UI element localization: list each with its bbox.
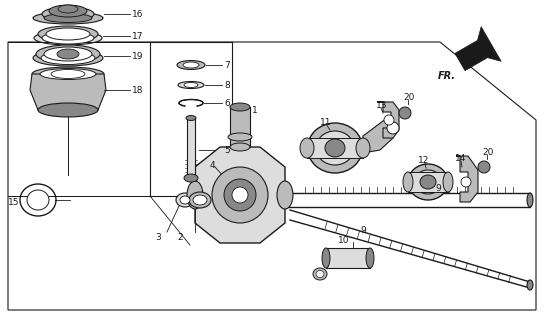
Ellipse shape bbox=[443, 172, 453, 192]
Ellipse shape bbox=[325, 139, 345, 157]
Text: 16: 16 bbox=[132, 10, 144, 19]
Text: 17: 17 bbox=[132, 31, 144, 41]
Ellipse shape bbox=[32, 67, 104, 81]
Polygon shape bbox=[456, 156, 478, 202]
Circle shape bbox=[461, 177, 471, 187]
Bar bbox=[230, 107, 250, 147]
Ellipse shape bbox=[307, 123, 362, 173]
Ellipse shape bbox=[187, 181, 203, 209]
Polygon shape bbox=[455, 27, 501, 71]
Circle shape bbox=[212, 167, 268, 223]
Ellipse shape bbox=[176, 193, 194, 207]
Ellipse shape bbox=[277, 181, 293, 209]
Ellipse shape bbox=[33, 50, 103, 66]
Ellipse shape bbox=[313, 268, 327, 280]
Circle shape bbox=[384, 115, 394, 125]
Polygon shape bbox=[30, 74, 106, 110]
Text: 18: 18 bbox=[132, 85, 144, 94]
Ellipse shape bbox=[40, 68, 96, 79]
Ellipse shape bbox=[366, 248, 374, 268]
Ellipse shape bbox=[356, 138, 370, 158]
Ellipse shape bbox=[230, 143, 250, 151]
Ellipse shape bbox=[178, 82, 204, 89]
Text: 14: 14 bbox=[455, 154, 466, 163]
Text: 10: 10 bbox=[338, 236, 349, 244]
Text: 5: 5 bbox=[224, 146, 230, 155]
Text: 12: 12 bbox=[418, 156, 429, 164]
Ellipse shape bbox=[230, 103, 250, 111]
Ellipse shape bbox=[322, 248, 330, 268]
Ellipse shape bbox=[33, 12, 103, 24]
Text: 7: 7 bbox=[224, 60, 230, 69]
Bar bbox=[307, 138, 363, 158]
Ellipse shape bbox=[420, 175, 436, 189]
Text: 4: 4 bbox=[210, 161, 215, 170]
Polygon shape bbox=[363, 118, 395, 153]
Text: 19: 19 bbox=[132, 52, 144, 60]
Ellipse shape bbox=[184, 174, 198, 182]
Ellipse shape bbox=[38, 103, 98, 117]
Ellipse shape bbox=[41, 52, 95, 65]
Ellipse shape bbox=[316, 270, 324, 277]
Ellipse shape bbox=[57, 49, 79, 59]
Ellipse shape bbox=[193, 195, 207, 205]
Text: 20: 20 bbox=[403, 92, 415, 101]
Ellipse shape bbox=[183, 62, 199, 68]
Ellipse shape bbox=[36, 45, 100, 63]
Ellipse shape bbox=[184, 83, 198, 87]
Ellipse shape bbox=[300, 138, 314, 158]
Ellipse shape bbox=[400, 109, 410, 117]
Polygon shape bbox=[377, 102, 399, 138]
Ellipse shape bbox=[20, 184, 56, 216]
Bar bbox=[187, 118, 195, 178]
Text: 8: 8 bbox=[224, 81, 230, 90]
Text: 13: 13 bbox=[376, 100, 387, 109]
Circle shape bbox=[478, 161, 490, 173]
Ellipse shape bbox=[49, 5, 87, 17]
Bar bbox=[326, 248, 370, 268]
Text: 2: 2 bbox=[177, 233, 183, 242]
Ellipse shape bbox=[51, 69, 85, 78]
Text: FR.: FR. bbox=[438, 71, 456, 81]
Text: 20: 20 bbox=[482, 148, 493, 156]
Ellipse shape bbox=[42, 7, 94, 21]
Text: 9: 9 bbox=[360, 226, 366, 235]
Ellipse shape bbox=[46, 28, 90, 40]
Circle shape bbox=[224, 179, 256, 211]
Text: 1: 1 bbox=[252, 106, 258, 115]
Circle shape bbox=[399, 107, 411, 119]
Ellipse shape bbox=[38, 26, 98, 42]
Ellipse shape bbox=[185, 101, 197, 105]
Ellipse shape bbox=[180, 196, 190, 204]
Ellipse shape bbox=[189, 192, 211, 208]
Text: 11: 11 bbox=[320, 117, 331, 126]
Ellipse shape bbox=[27, 190, 49, 210]
Ellipse shape bbox=[527, 193, 533, 207]
Ellipse shape bbox=[44, 47, 92, 61]
Text: 3: 3 bbox=[155, 233, 160, 242]
Ellipse shape bbox=[479, 163, 489, 171]
Polygon shape bbox=[195, 147, 285, 243]
Ellipse shape bbox=[414, 170, 442, 194]
Circle shape bbox=[387, 122, 399, 134]
Ellipse shape bbox=[316, 131, 354, 165]
Text: 15: 15 bbox=[8, 197, 20, 206]
Ellipse shape bbox=[34, 31, 102, 45]
Ellipse shape bbox=[177, 60, 205, 69]
Circle shape bbox=[232, 187, 248, 203]
Ellipse shape bbox=[179, 100, 203, 107]
Ellipse shape bbox=[42, 32, 94, 44]
Ellipse shape bbox=[403, 172, 413, 192]
Ellipse shape bbox=[408, 164, 448, 200]
Ellipse shape bbox=[186, 116, 196, 121]
Text: 6: 6 bbox=[224, 99, 230, 108]
Ellipse shape bbox=[527, 280, 533, 290]
Ellipse shape bbox=[58, 5, 78, 13]
Ellipse shape bbox=[44, 13, 92, 22]
Ellipse shape bbox=[228, 133, 252, 141]
Text: 9: 9 bbox=[435, 183, 441, 193]
Bar bbox=[408, 172, 448, 192]
